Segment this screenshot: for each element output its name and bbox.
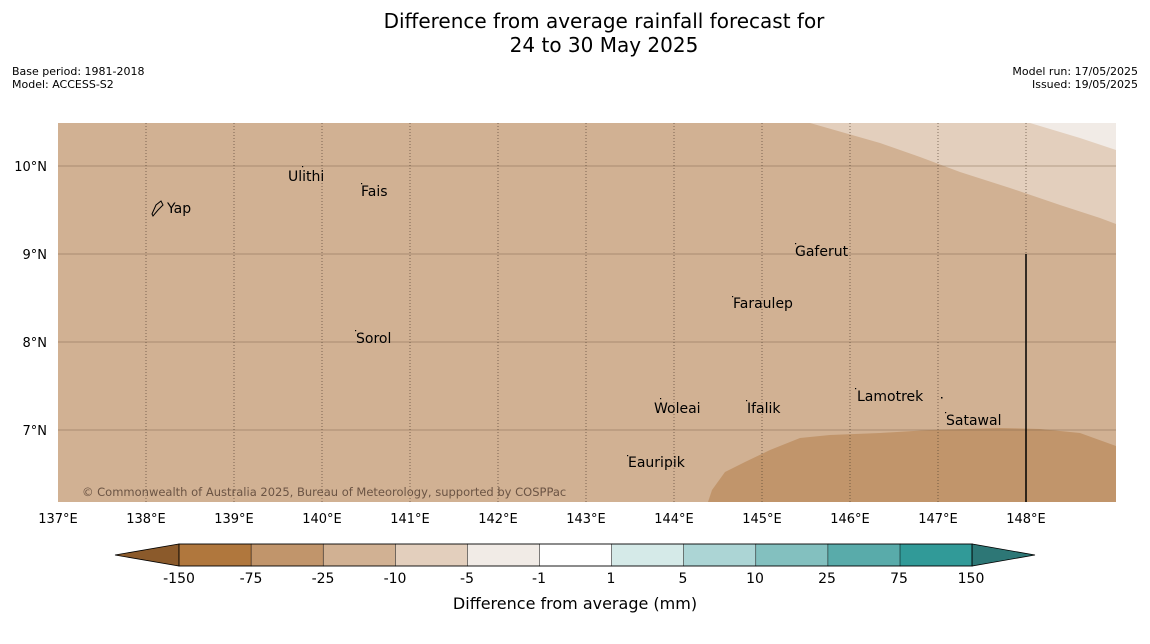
lon-tick-145e: 145°E (742, 512, 782, 527)
colorbar-label: -5 (460, 571, 474, 587)
colorbar-segment (827, 543, 901, 567)
lon-tick-139e: 139°E (214, 512, 254, 527)
region-minus75-to-minus25 (708, 428, 1116, 502)
lon-tick-138e: 138°E (126, 512, 166, 527)
issued-date: Issued: 19/05/2025 (1031, 78, 1138, 91)
colorbar-segment (178, 543, 252, 567)
model-run: Model run: 17/05/2025 (1012, 65, 1138, 78)
colorbar-segments (114, 543, 1036, 567)
colorbar-segment (899, 543, 973, 567)
colorbar-segment (395, 543, 469, 567)
meta-left: Base period: 1981-2018 Model: ACCESS-S2 (12, 65, 144, 91)
lon-tick-147e: 147°E (918, 512, 958, 527)
place-label-eauripik: Eauripik (628, 455, 686, 471)
place-label-fais: Fais (361, 184, 388, 200)
colorbar-segment (467, 543, 541, 567)
lon-tick-144e: 144°E (654, 512, 694, 527)
colorbar-label: -25 (312, 571, 335, 587)
island-markers (151, 166, 947, 457)
lat-tick-labels: 10°N 9°N 8°N 7°N (14, 160, 47, 439)
colorbar-label: 75 (890, 571, 908, 587)
place-label-faraulep: Faraulep (733, 296, 793, 312)
colorbar-extend-low (114, 543, 180, 567)
lat-tick-9n: 9°N (23, 248, 48, 263)
colorbar-segment (755, 543, 829, 567)
colorbar-label: -75 (240, 571, 263, 587)
region-minus5-to-minus1 (1030, 123, 1116, 150)
region-minus10-to-minus5 (810, 123, 1116, 224)
lon-tick-141e: 141°E (390, 512, 430, 527)
lon-tick-137e: 137°E (38, 512, 78, 527)
lon-tick-140e: 140°E (302, 512, 342, 527)
colorbar-label: -1 (532, 571, 546, 587)
colorbar-label: 1 (607, 571, 616, 587)
colorbar-segment (250, 543, 324, 567)
chart-title: Difference from average rainfall forecas… (0, 9, 1150, 57)
colorbar-extend-high (971, 543, 1036, 567)
colorbar-labels: -150 -75 -25 -10 -5 -1 1 5 10 25 75 150 (163, 571, 984, 587)
colorbar-frame (178, 543, 973, 567)
lon-tick-143e: 143°E (566, 512, 606, 527)
place-label-lamotrek: Lamotrek (857, 389, 924, 405)
colorbar-label: -10 (384, 571, 407, 587)
lon-tick-labels: 137°E 138°E 139°E 140°E 141°E 142°E 143°… (38, 512, 1046, 527)
colorbar-segment (322, 543, 397, 567)
lat-tick-10n: 10°N (14, 160, 47, 175)
meta-right: Model run: 17/05/2025 Issued: 19/05/2025 (1012, 65, 1138, 91)
place-label-sorol: Sorol (356, 331, 391, 347)
place-label-yap: Yap (166, 201, 191, 217)
lon-tick-142e: 142°E (478, 512, 518, 527)
colorbar-segment (539, 543, 613, 567)
colorbar-label: 150 (958, 571, 985, 587)
colorbar-label: 10 (746, 571, 764, 587)
place-label-ulithi: Ulithi (288, 169, 324, 185)
colorbar-title: Difference from average (mm) (452, 594, 698, 613)
title-line-2: 24 to 30 May 2025 (509, 33, 699, 57)
lat-tick-8n: 8°N (23, 336, 48, 351)
place-label-gaferut: Gaferut (795, 244, 849, 260)
lat-tick-7n: 7°N (23, 424, 48, 439)
place-label-satawal: Satawal (946, 413, 1001, 429)
colorbar-segment (611, 543, 685, 567)
lon-tick-146e: 146°E (830, 512, 870, 527)
colorbar-label: 25 (818, 571, 836, 587)
place-labels: Yap Ulithi Fais Gaferut Faraulep Sorol L… (166, 169, 1001, 471)
colorbar-label: 5 (679, 571, 688, 587)
model-name: Model: ACCESS-S2 (12, 78, 114, 91)
copyright-notice: © Commonwealth of Australia 2025, Bureau… (82, 485, 566, 499)
colorbar-label: -150 (163, 571, 195, 587)
yap-island (151, 200, 164, 217)
colorbar: -150 -75 -25 -10 -5 -1 1 5 10 25 75 150 (114, 543, 1036, 587)
title-line-1: Difference from average rainfall forecas… (383, 9, 825, 33)
lon-tick-148e: 148°E (1006, 512, 1046, 527)
place-label-ifalik: Ifalik (747, 401, 781, 417)
place-label-woleai: Woleai (654, 401, 701, 417)
base-period: Base period: 1981-2018 (12, 65, 145, 78)
colorbar-segment (683, 543, 757, 567)
